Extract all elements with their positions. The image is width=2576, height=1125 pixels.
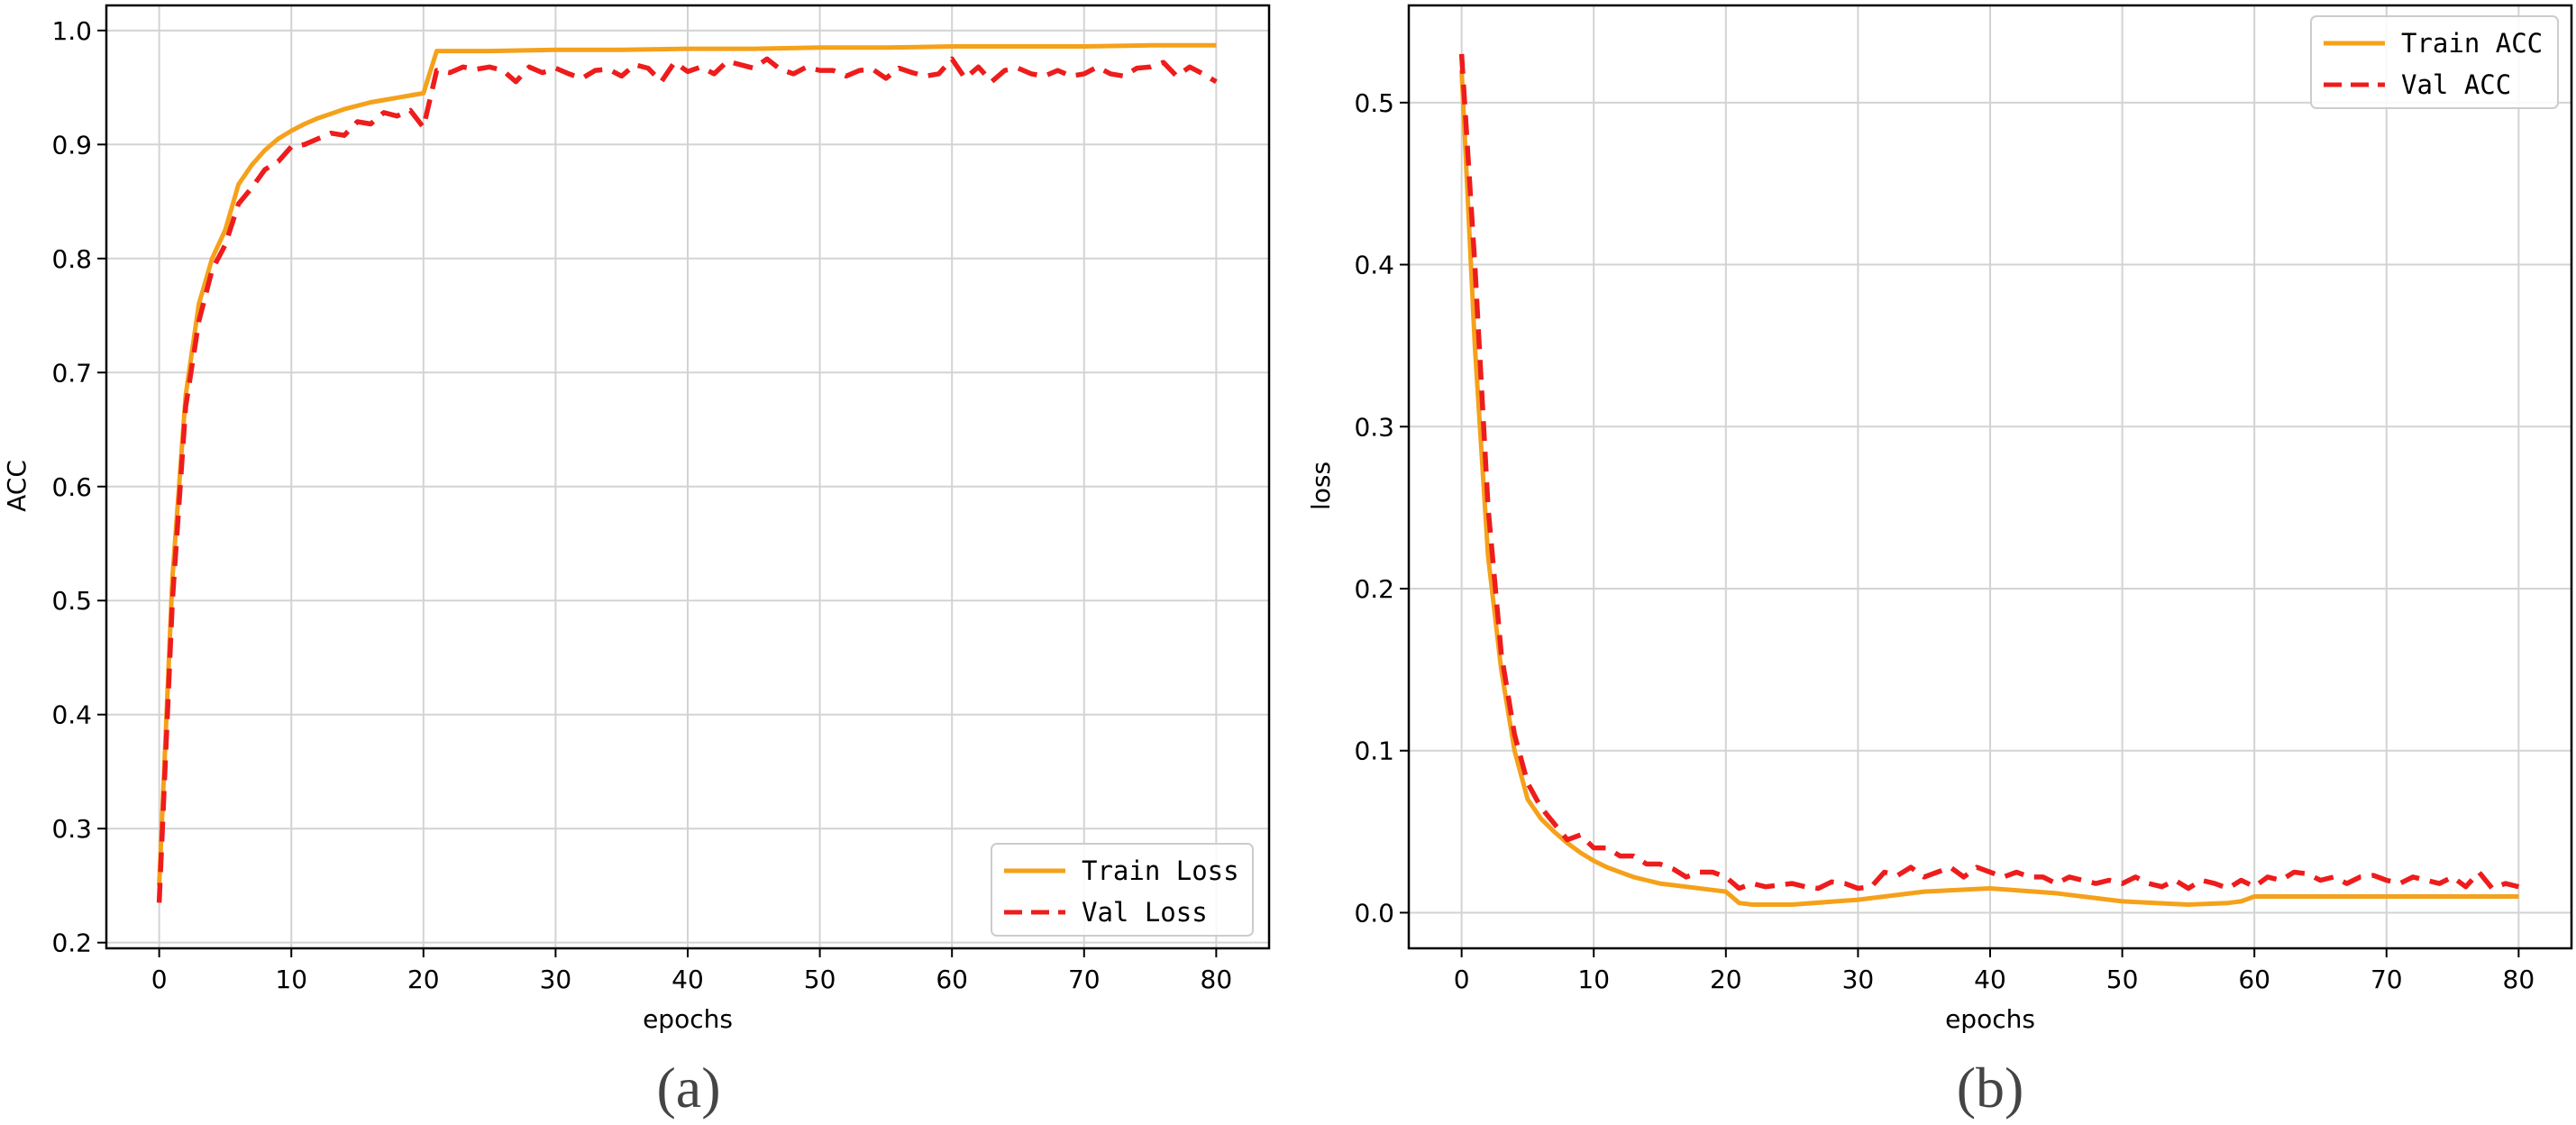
y-axis-label: loss (1306, 462, 1336, 510)
x-tick-label: 20 (407, 965, 440, 994)
chart-panel-b: 0 10 20 30 40 50 60 70 80 0.0 0.1 0.2 0.3 0.4 0.5 epoch… (1306, 4, 2573, 1034)
legend-label: Val Loss (1082, 897, 1208, 928)
x-tick-label: 80 (1201, 965, 1233, 994)
series-line-train-loss (157, 42, 1217, 886)
legend-box (2310, 15, 2559, 109)
series-line-val-acc (1458, 53, 2520, 892)
series-line-val-loss (156, 56, 1218, 903)
y-tick-label: 0.7 (51, 358, 92, 388)
panel-label-a: (a) (656, 1056, 720, 1120)
series-line-train-acc (1459, 69, 2519, 907)
y-tick-label: 0.4 (51, 700, 92, 730)
x-tick-label: 20 (1710, 965, 1742, 994)
x-tick-label: 60 (936, 965, 968, 994)
axes-frame (105, 4, 1271, 950)
y-tick-label: 0.5 (51, 586, 92, 616)
legend-label: Train Loss (1082, 855, 1239, 886)
x-tick-label: 50 (2106, 965, 2139, 994)
panel-label-b: (b) (1957, 1056, 2024, 1120)
y-tick-label: 0.9 (51, 130, 92, 160)
y-tick-label: 0.4 (1354, 251, 1394, 280)
x-tick-label: 0 (151, 965, 168, 994)
x-tick-label: 50 (804, 965, 836, 994)
x-tick-label: 30 (540, 965, 572, 994)
y-tick-label: 0.6 (51, 472, 92, 502)
axes-frame (1407, 4, 2573, 950)
y-tick-label: 0.5 (1354, 88, 1394, 118)
y-tick-label: 1.0 (51, 16, 92, 46)
y-tick-label: 0.3 (51, 814, 92, 844)
y-tick-label: 0.2 (51, 928, 92, 958)
y-tick-label: 0.0 (1354, 898, 1394, 928)
y-tick-label: 0.3 (1354, 412, 1394, 442)
y-tick-label: 0.1 (1354, 736, 1394, 766)
x-axis-label: epochs (1945, 1004, 2035, 1034)
legend: Train Loss Val Loss (991, 843, 1254, 937)
legend-box (991, 843, 1254, 937)
x-axis-label: epochs (643, 1004, 733, 1034)
x-tick-label: 40 (1974, 965, 2006, 994)
x-tick-label: 80 (2503, 965, 2535, 994)
x-tick-label: 40 (671, 965, 704, 994)
x-tick-label: 10 (275, 965, 307, 994)
x-tick-label: 0 (1454, 965, 1470, 994)
y-tick-label: 0.8 (51, 244, 92, 274)
y-axis-label: ACC (2, 460, 32, 512)
legend-label: Train ACC (2401, 28, 2543, 59)
x-tick-label: 70 (1068, 965, 1101, 994)
x-tick-label: 30 (1842, 965, 1875, 994)
x-tick-label: 60 (2238, 965, 2270, 994)
legend: Train ACC Val ACC (2310, 15, 2559, 109)
chart-panel-a: 0 10 20 30 40 50 60 70 80 0.2 0.3 0.4 0.5 0.6 0.7 0.8 0.… (2, 4, 1271, 1034)
y-tick-label: 0.2 (1354, 574, 1394, 604)
x-tick-label: 70 (2370, 965, 2403, 994)
legend-label: Val ACC (2401, 69, 2511, 100)
x-tick-label: 10 (1577, 965, 1610, 994)
